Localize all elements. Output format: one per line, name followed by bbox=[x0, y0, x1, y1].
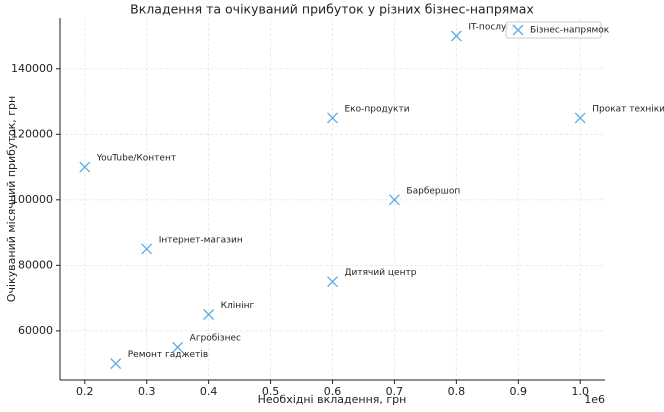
marker-stroke bbox=[172, 341, 184, 353]
point bbox=[450, 30, 462, 42]
point-label: Агробізнес bbox=[190, 334, 241, 344]
y-tick-label: 120000 bbox=[11, 127, 53, 140]
point-label: Інтернет-магазин bbox=[159, 235, 243, 245]
point bbox=[327, 112, 338, 124]
x-tick-label: 0.9 bbox=[510, 385, 528, 398]
marker-stroke bbox=[574, 112, 586, 124]
x-tick-label: 0.8 bbox=[448, 385, 466, 398]
x-axis-label: Необхідні вкладення, грн bbox=[258, 393, 407, 406]
y-tick-label: 100000 bbox=[11, 193, 53, 206]
point-label: Барбершоп bbox=[406, 186, 460, 196]
legend-box bbox=[505, 21, 602, 39]
point bbox=[172, 341, 184, 353]
x-tick-label: 0.4 bbox=[200, 385, 218, 398]
y-tick-label: 80000 bbox=[18, 258, 53, 271]
point bbox=[388, 194, 400, 206]
y-axis-label: Очікуваний місячний прибуток, грн bbox=[5, 96, 18, 302]
point bbox=[110, 358, 122, 370]
marker-stroke bbox=[141, 243, 153, 255]
x-tick-label: 0.6 bbox=[324, 385, 342, 398]
x-tick-label: 0.5 bbox=[262, 385, 280, 398]
y-tick-label: 60000 bbox=[18, 324, 53, 337]
point-label: Клінінг bbox=[221, 301, 255, 311]
point bbox=[327, 276, 338, 288]
point bbox=[203, 309, 215, 320]
legend-marker bbox=[512, 24, 524, 36]
x-offset-label: 1e6 bbox=[584, 393, 605, 406]
marker-stroke bbox=[512, 24, 524, 36]
marker-stroke bbox=[79, 161, 91, 173]
x-tick-label: 0.2 bbox=[76, 385, 94, 398]
point-label: Дитячий центр bbox=[345, 268, 417, 278]
chart-title: Вкладення та очікуваний прибуток у різни… bbox=[130, 2, 534, 17]
point bbox=[574, 112, 586, 124]
legend-label: Бізнес-напрямок bbox=[530, 26, 610, 36]
point-label: IT-послуги bbox=[468, 23, 517, 33]
y-tick-label: 140000 bbox=[11, 62, 53, 75]
point bbox=[141, 243, 153, 255]
x-tick-label: 0.3 bbox=[138, 385, 156, 398]
x-tick-label: 1.0 bbox=[571, 385, 589, 398]
point bbox=[79, 161, 91, 173]
point-label: Ремонт гаджетів bbox=[128, 350, 208, 360]
marker-stroke bbox=[450, 30, 462, 42]
point-label: Прокат техніки bbox=[592, 104, 664, 114]
point-label: Еко-продукти bbox=[345, 104, 410, 114]
marker-stroke bbox=[327, 112, 338, 124]
point-label: YouTube/Контент bbox=[96, 154, 176, 164]
marker-stroke bbox=[388, 194, 400, 206]
marker-stroke bbox=[203, 309, 215, 320]
marker-stroke bbox=[327, 276, 338, 288]
x-tick-label: 0.7 bbox=[386, 385, 404, 398]
marker-stroke bbox=[110, 358, 122, 370]
